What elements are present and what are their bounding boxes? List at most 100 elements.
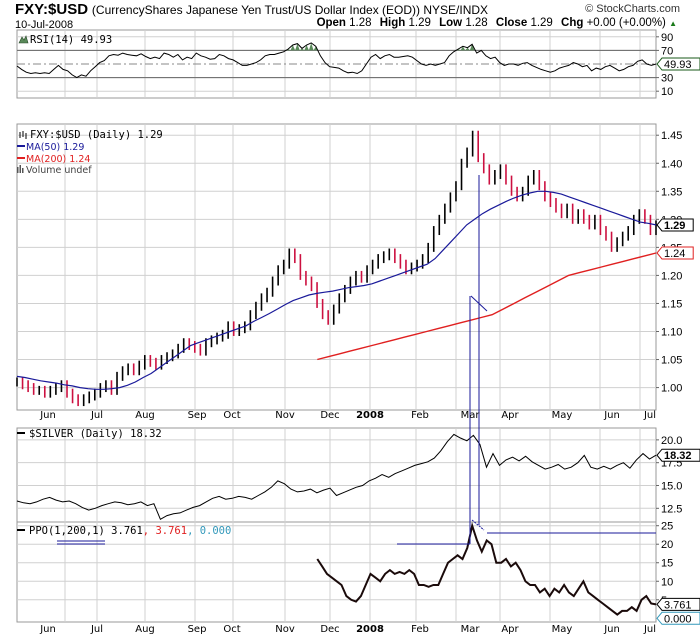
silver-legend-text: $SILVER (Daily) 18.32 <box>29 428 162 440</box>
x-axis-label: Jul <box>90 624 103 635</box>
ytick-label-price: 1.45 <box>661 130 682 142</box>
last-value-label-ppo: 0.000 <box>664 613 692 625</box>
x-axis-label: Jun <box>39 624 56 635</box>
high-value: 1.29 <box>408 17 431 29</box>
price-legend-text: FXY:$USD (Daily) 1.29 <box>30 129 163 141</box>
ytick-label-price: 1.10 <box>661 326 682 338</box>
last-value-tag-rsi <box>656 57 700 71</box>
last-value-label-silver: 18.32 <box>664 450 692 462</box>
ma200-legend-text: MA(200) 1.24 <box>26 154 90 165</box>
ytick-label-rsi: 90 <box>661 32 673 44</box>
x-axis-label: Mar <box>461 624 481 635</box>
ppo-legend: PPO(1,200,1) 3.761, 3.761, 0.000 <box>17 525 231 545</box>
volume-legend-text: Volume undef <box>26 165 92 176</box>
chart-marks <box>16 42 657 616</box>
axis-labels: 1030709049.931.001.051.101.151.201.251.3… <box>39 32 700 635</box>
close-label: Close <box>495 17 528 29</box>
x-axis-label: Aug <box>135 410 155 421</box>
last-value-label-price: 1.29 <box>664 220 685 232</box>
x-axis-label: Nov <box>275 410 295 421</box>
panel-rsi <box>16 29 657 99</box>
volume-icon <box>17 165 24 173</box>
last-value-label-rsi: 49.93 <box>664 59 692 71</box>
x-axis-label: Jun <box>603 410 620 421</box>
price-legend: FXY:$USD (Daily) 1.29 MA(50) 1.29 MA(200… <box>17 129 163 176</box>
x-axis-label: 2008 <box>356 410 384 421</box>
ytick-label-price: 1.35 <box>661 186 682 198</box>
ytick-label-silver: 20.0 <box>661 435 682 447</box>
x-axis-label: Apr <box>501 410 519 421</box>
x-axis-label: Sep <box>188 624 207 635</box>
x-axis-label: May <box>552 410 573 421</box>
last-value-tag-price <box>656 246 694 260</box>
ppo-main-value: PPO(1,200,1) 3.761 <box>29 525 143 537</box>
x-axis-label: Dec <box>320 624 339 635</box>
ytick-label-ppo: 20 <box>661 539 673 551</box>
chart-date: 10-Jul-2008 <box>15 19 74 31</box>
ytick-label-silver: 12.5 <box>661 503 682 515</box>
last-value-label-ppo: 3.761 <box>664 599 692 611</box>
last-value-tag-ppo <box>656 611 700 625</box>
high-label: High <box>379 17 406 29</box>
open-label: Open <box>316 17 346 29</box>
ytick-label-price: 1.15 <box>661 298 682 310</box>
ppo-signal-value: , 3.761 <box>143 525 187 537</box>
ytick-label-silver: 15.0 <box>661 480 682 492</box>
ppo-legend-text: PPO(1,200,1) 3.761, 3.761, 0.000 <box>29 525 231 537</box>
x-axis-label: Apr <box>501 624 519 635</box>
x-axis-label: Mar <box>461 410 481 421</box>
ma50-legend-text: MA(50) 1.29 <box>26 142 84 153</box>
ytick-label-price: 1.20 <box>661 270 682 282</box>
ytick-label-ppo: 15 <box>661 558 673 570</box>
x-axis-label: 2008 <box>356 624 384 635</box>
x-axis-label: Feb <box>411 624 429 635</box>
rsi-legend: RSI(14) 49.93 <box>18 34 112 46</box>
last-value-tag-ppo <box>656 597 700 611</box>
panel-ppo <box>16 521 657 623</box>
ppo-line <box>316 521 657 616</box>
x-axis-label: Jun <box>39 410 56 421</box>
rsi-line <box>16 42 657 79</box>
panel-price <box>16 123 657 411</box>
x-axis-label: Feb <box>411 410 429 421</box>
chart-title: FXY:$USD (CurrencyShares Japanese Yen Tr… <box>15 1 488 18</box>
x-axis-label: Jul <box>643 410 656 421</box>
x-axis-label: Oct <box>223 410 240 421</box>
last-value-label-price: 1.24 <box>664 248 685 260</box>
brand-watermark: © StockCharts.com <box>585 3 680 15</box>
last-value-tag-price <box>656 218 694 232</box>
ytick-label-price: 1.40 <box>661 158 682 170</box>
x-axis-label: Oct <box>223 624 240 635</box>
annotation-diag-2 <box>471 519 485 531</box>
low-label: Low <box>439 17 463 29</box>
silver-line <box>16 433 657 521</box>
rsi-legend-text: RSI(14) 49.93 <box>30 34 112 46</box>
x-axis-label: Dec <box>320 410 339 421</box>
gridlines <box>17 30 656 622</box>
ytick-label-rsi: 10 <box>661 86 673 98</box>
ytick-label-ppo: 25 <box>661 521 673 533</box>
ohlc-icon <box>19 131 27 139</box>
rsi-overbought-fill <box>285 42 475 51</box>
silver-legend: $SILVER (Daily) 18.32 <box>17 428 162 440</box>
rsi-icon <box>18 35 29 44</box>
ytick-label-rsi: 30 <box>661 73 673 85</box>
ytick-label-price: 1.05 <box>661 355 682 367</box>
low-value: 1.28 <box>465 17 488 29</box>
ohlc-summary: Open 1.28 High 1.29 Low 1.28 Close 1.29 … <box>312 17 677 29</box>
x-axis-label: Nov <box>275 624 295 635</box>
ytick-label-price: 1.00 <box>661 383 682 395</box>
close-value: 1.29 <box>530 17 553 29</box>
x-axis-label: May <box>552 624 573 635</box>
up-arrow-icon: ▲ <box>669 19 677 28</box>
annotation-diag-1 <box>470 295 488 312</box>
ytick-label-rsi: 70 <box>661 45 673 57</box>
x-axis-label: Jul <box>643 624 656 635</box>
chg-value: +0.00 (+0.00%) <box>586 17 666 29</box>
symbol: FXY:$USD <box>15 1 89 18</box>
last-value-tag-silver <box>656 448 700 462</box>
ma50-line <box>16 190 657 390</box>
x-axis-label: Jul <box>90 410 103 421</box>
open-value: 1.28 <box>349 17 372 29</box>
